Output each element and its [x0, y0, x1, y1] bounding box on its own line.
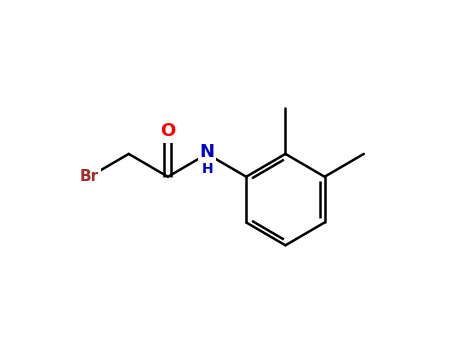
Text: O: O: [160, 122, 176, 140]
Text: H: H: [201, 162, 213, 176]
Text: Br: Br: [80, 169, 99, 184]
Text: N: N: [200, 143, 215, 161]
